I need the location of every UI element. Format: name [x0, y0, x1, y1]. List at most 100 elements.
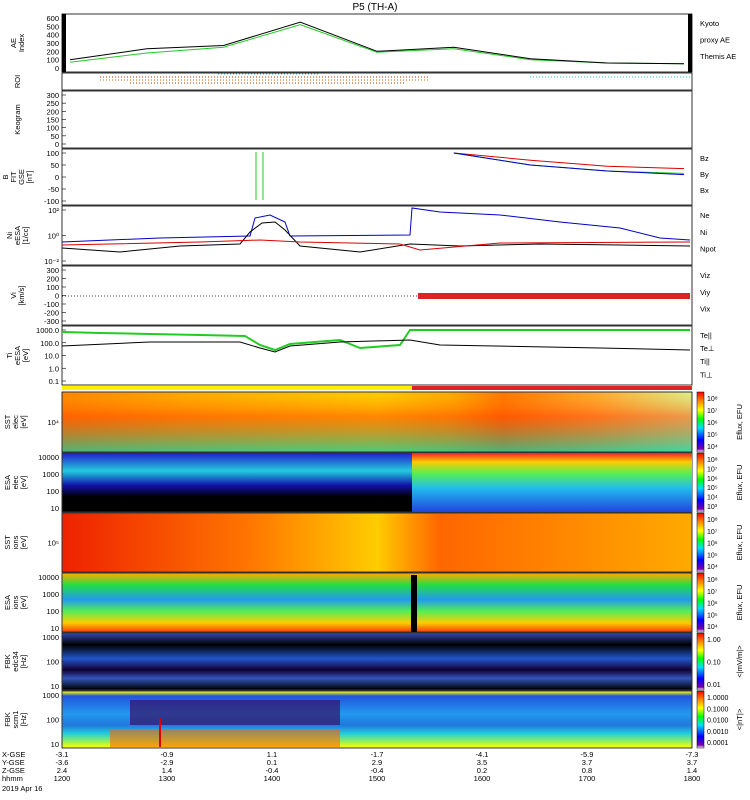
axis-row-value: 1.1: [267, 750, 277, 759]
vi-noise-band: [418, 293, 690, 299]
y-axis-label: AE Index: [9, 34, 26, 53]
y-axis-label-line: [Hz]: [19, 655, 28, 668]
colorbar-tick: 0.0001: [707, 740, 729, 747]
y-axis-label-line: Ni: [5, 232, 14, 239]
y-tick-label: 1000.0: [36, 326, 59, 335]
axis-row-value: 1.4: [162, 766, 172, 775]
colorbar-tick: 10⁷: [707, 408, 718, 415]
colorbar-tick: 0.01: [707, 682, 721, 689]
legend-entry: Themis AE: [700, 52, 736, 61]
legend-entry: Npot: [700, 245, 717, 254]
colorbar-strip: [696, 632, 705, 691]
y-axis-label: ESA elec [eV]: [3, 475, 28, 490]
colorbar-tick: 0.0010: [707, 729, 729, 736]
y-axis-label-line: [Hz]: [19, 713, 28, 726]
spectrogram-2: [62, 513, 692, 572]
y-tick-label: 10²: [48, 206, 59, 215]
series-line-1: [69, 21, 685, 65]
y-tick-label: 0: [55, 292, 59, 301]
panel-1: ROI: [13, 72, 693, 91]
y-axis-label-line: [km/s]: [17, 286, 26, 306]
colorbar-strip: [696, 690, 705, 749]
axis-row-value: -5.9: [581, 750, 594, 759]
legend-entry: Ti||: [700, 357, 710, 366]
colorbar-label-text: Eflux, EFU: [735, 525, 744, 561]
legend-entry: Te⊥: [700, 344, 715, 353]
axis-row-value: 0.8: [582, 766, 592, 775]
y-axis-label-line: [eV]: [21, 349, 30, 362]
y-tick-label: 400: [46, 31, 59, 40]
ae-right-bar: [688, 14, 692, 72]
axis-row-label: Y-GSE: [2, 758, 25, 767]
y-axis-label-line: SST: [3, 535, 12, 550]
fbk-scm-dark: [130, 700, 340, 725]
legend-entry: Viz: [700, 271, 711, 280]
y-tick-label: 100: [46, 56, 59, 65]
te-par-trace: [61, 339, 691, 353]
y-axis-label-line: Keogram: [13, 104, 22, 134]
y-tick-label: 1.0: [49, 364, 59, 373]
axis-row-value: -7.3: [686, 750, 699, 759]
y-tick-label: 10000: [38, 453, 59, 462]
y-axis-label-line: ESA: [3, 475, 12, 490]
axis-row-value: 0.1: [267, 758, 277, 767]
y-tick-label: 10: [51, 740, 59, 749]
axis-row-label: X-GSE: [2, 750, 25, 759]
panel-frame: [61, 148, 693, 206]
y-tick-label: -50: [48, 185, 59, 194]
colorbar-tick: 1.00: [707, 637, 721, 644]
y-tick-label: 100: [46, 487, 59, 496]
ae-left-bar: [62, 14, 66, 72]
colorbar-strip: [696, 572, 705, 633]
plot-title: P5 (TH-A): [353, 2, 398, 13]
y-axis-label: Keogram: [13, 104, 22, 134]
mode-bar-burst: [412, 386, 692, 390]
colorbar-0: 10⁸ 10⁷ 10⁶ 10⁵ 10⁴ Eflux, EFU: [696, 391, 744, 453]
axis-row-value: -1.7: [371, 750, 384, 759]
y-axis-label-line: [1/cc]: [21, 227, 30, 245]
y-tick-label: 200: [46, 107, 59, 116]
colorbar-tick: 10⁵: [707, 485, 718, 492]
colorbar-label: Eflux, EFU: [735, 465, 744, 501]
ti-par-trace: [61, 329, 690, 352]
y-axis-label: Ni eESA [1/cc]: [5, 226, 30, 245]
colorbar-tick: 10⁵: [707, 552, 718, 559]
y-tick-label: 500: [46, 22, 59, 31]
y-tick-label: 10⁵: [48, 539, 59, 548]
y-tick-label: 300: [46, 266, 59, 275]
colorbar-tick: 10⁶: [707, 541, 718, 548]
legend-entry: Bx: [700, 186, 709, 195]
panel-10: ESA ions [eV] 10000 1000 100 10: [3, 572, 693, 633]
y-tick-label: 300: [46, 39, 59, 48]
axis-row-value: 3.5: [477, 758, 487, 767]
axis-row-value: -3.1: [56, 750, 69, 759]
y-tick-label: 100.0: [40, 339, 59, 348]
colorbar-tick: 0.0100: [707, 718, 729, 725]
y-tick-label: 1000: [42, 590, 59, 599]
npot-trace: [61, 207, 691, 243]
y-axis-label-line: ROI: [13, 75, 22, 88]
y-tick-label: 0: [55, 173, 59, 182]
y-axis-label-line: FBK: [3, 654, 12, 669]
y-tick-label: -100: [44, 300, 59, 309]
y-tick-label: 200: [46, 275, 59, 284]
axis-row-value: -0.4: [371, 766, 384, 775]
axis-row-value: -4.1: [476, 750, 489, 759]
y-tick-label: 100: [46, 716, 59, 725]
axis-row-value: 1200: [54, 774, 71, 783]
y-axis-label: Vi [km/s]: [9, 286, 26, 306]
colorbar-label-text: Eflux, EFU: [735, 465, 744, 501]
y-tick-label: 50: [51, 132, 59, 141]
colorbar-label: Eflux, EFU: [735, 525, 744, 561]
colorbar-2: 10⁸ 10⁷ 10⁶ 10⁵ 10⁴ Eflux, EFU: [696, 512, 744, 573]
colorbar-tick: 10³: [707, 504, 718, 511]
colorbar-tick: 1.0000: [707, 695, 729, 702]
colorbar-label-text: Eflux, EFU: [735, 585, 744, 621]
mode-bar: [62, 386, 692, 390]
y-tick-label: 10: [51, 624, 59, 633]
y-tick-label: 250: [46, 99, 59, 108]
y-tick-label: -300: [44, 317, 59, 326]
